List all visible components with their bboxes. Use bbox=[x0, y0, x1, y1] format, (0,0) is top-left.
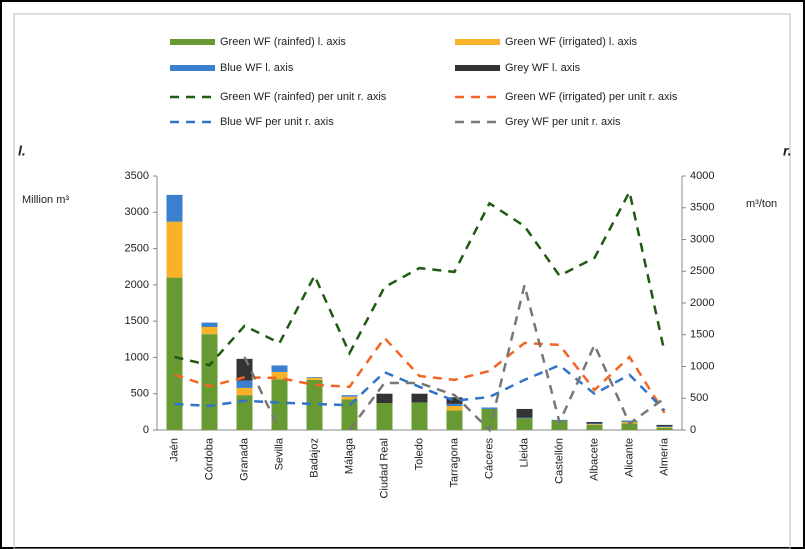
bar-segment bbox=[586, 422, 603, 424]
x-tick-label: Ciudad Real bbox=[378, 438, 390, 499]
y2-tick-label: 3500 bbox=[690, 202, 714, 214]
legend-swatch bbox=[455, 39, 500, 45]
legend-label: Green WF (irrigated) per unit r. axis bbox=[505, 91, 678, 103]
y-axis-label: Million m³ bbox=[22, 194, 69, 206]
bar-segment bbox=[656, 427, 673, 428]
y-tick-label: 3500 bbox=[125, 170, 149, 182]
y-tick-label: 3000 bbox=[125, 206, 149, 218]
inner-frame bbox=[13, 13, 791, 549]
bar-segment bbox=[201, 326, 218, 335]
x-tick-label: Córdoba bbox=[203, 437, 215, 480]
x-tick-label: Alicante bbox=[623, 438, 635, 477]
x-tick-label: Sevilla bbox=[273, 437, 285, 470]
y2-tick-label: 1000 bbox=[690, 360, 714, 372]
bar-segment bbox=[411, 402, 428, 430]
x-tick-label: Lleida bbox=[518, 437, 530, 467]
y-tick-label: 0 bbox=[143, 424, 149, 436]
x-tick-label: Málaga bbox=[343, 437, 355, 474]
x-tick-label: Badajoz bbox=[308, 438, 320, 478]
bar-segment bbox=[656, 424, 673, 427]
x-tick-label: Jaén bbox=[168, 438, 180, 462]
bar-segment bbox=[586, 423, 603, 425]
bar-segment bbox=[481, 407, 498, 409]
x-tick-label: Cáceres bbox=[483, 438, 495, 479]
line-series bbox=[174, 363, 666, 412]
y2-tick-label: 2500 bbox=[690, 265, 714, 277]
legend-label: Green WF (rainfed) l. axis bbox=[220, 36, 346, 48]
legend-label: Green WF (irrigated) l. axis bbox=[505, 36, 638, 48]
bar-segment bbox=[621, 423, 638, 430]
y2-tick-label: 3000 bbox=[690, 233, 714, 245]
bar-segment bbox=[236, 387, 253, 396]
x-tick-label: Castellón bbox=[553, 438, 565, 484]
line-series bbox=[174, 188, 666, 367]
legend-label: Green WF (rainfed) per unit r. axis bbox=[220, 91, 387, 103]
y2-tick-label: 2000 bbox=[690, 297, 714, 309]
bar-segment bbox=[586, 424, 603, 430]
legend-swatch bbox=[170, 65, 215, 71]
bar-segment bbox=[201, 334, 218, 430]
y-axis-tag: l. bbox=[18, 143, 26, 159]
bar-segment bbox=[516, 418, 533, 430]
y2-tick-label: 0 bbox=[690, 424, 696, 436]
bar-segment bbox=[656, 426, 673, 428]
bar-segment bbox=[306, 379, 323, 430]
bar-segment bbox=[656, 427, 673, 430]
y2-axis-label: m³/ton bbox=[746, 198, 777, 210]
line-series bbox=[174, 335, 666, 414]
bar-segment bbox=[516, 417, 533, 419]
x-tick-label: Almería bbox=[658, 437, 670, 476]
bar-segment bbox=[236, 395, 253, 430]
x-tick-label: Albacete bbox=[588, 438, 600, 481]
bar-segment bbox=[411, 393, 428, 403]
y-tick-label: 2000 bbox=[125, 279, 149, 291]
y2-axis-tag: r. bbox=[783, 143, 792, 159]
bar-segment bbox=[446, 406, 463, 411]
line-series bbox=[243, 284, 666, 433]
x-tick-label: Tarragona bbox=[448, 437, 460, 487]
y2-tick-label: 1500 bbox=[690, 329, 714, 341]
y-tick-label: 1500 bbox=[125, 315, 149, 327]
x-tick-label: Toledo bbox=[413, 438, 425, 470]
bar-segment bbox=[446, 410, 463, 430]
legend-label: Grey WF per unit r. axis bbox=[505, 116, 621, 128]
bar-segment bbox=[271, 365, 288, 372]
bar-segment bbox=[376, 403, 393, 430]
x-tick-label: Granada bbox=[238, 437, 250, 481]
legend-label: Blue WF per unit r. axis bbox=[220, 116, 334, 128]
bar-segment bbox=[166, 194, 183, 222]
legend-swatch bbox=[455, 65, 500, 71]
y2-tick-label: 500 bbox=[690, 392, 708, 404]
bar-segment bbox=[166, 277, 183, 430]
bar-segment bbox=[376, 393, 393, 404]
bar-segment bbox=[621, 420, 638, 423]
legend-label: Blue WF l. axis bbox=[220, 62, 294, 74]
y-tick-label: 2500 bbox=[125, 242, 149, 254]
bar-segment bbox=[446, 403, 463, 407]
bar-segment bbox=[516, 408, 533, 418]
legend-swatch bbox=[170, 39, 215, 45]
bar-segment bbox=[236, 380, 253, 388]
bar-segment bbox=[341, 399, 358, 430]
bar-segment bbox=[586, 424, 603, 425]
bar-segment bbox=[341, 396, 358, 400]
y2-tick-label: 4000 bbox=[690, 170, 714, 182]
y-tick-label: 1000 bbox=[125, 351, 149, 363]
bar-segment bbox=[201, 322, 218, 327]
bar-segment bbox=[271, 371, 288, 380]
legend-label: Grey WF l. axis bbox=[505, 62, 581, 74]
y-tick-label: 500 bbox=[131, 388, 149, 400]
bar-segment bbox=[271, 379, 288, 430]
bar-segment bbox=[446, 397, 463, 404]
bar-segment bbox=[166, 221, 183, 278]
bar-segment bbox=[341, 395, 358, 397]
bar-segment bbox=[306, 377, 323, 378]
bar-segment bbox=[306, 377, 323, 380]
